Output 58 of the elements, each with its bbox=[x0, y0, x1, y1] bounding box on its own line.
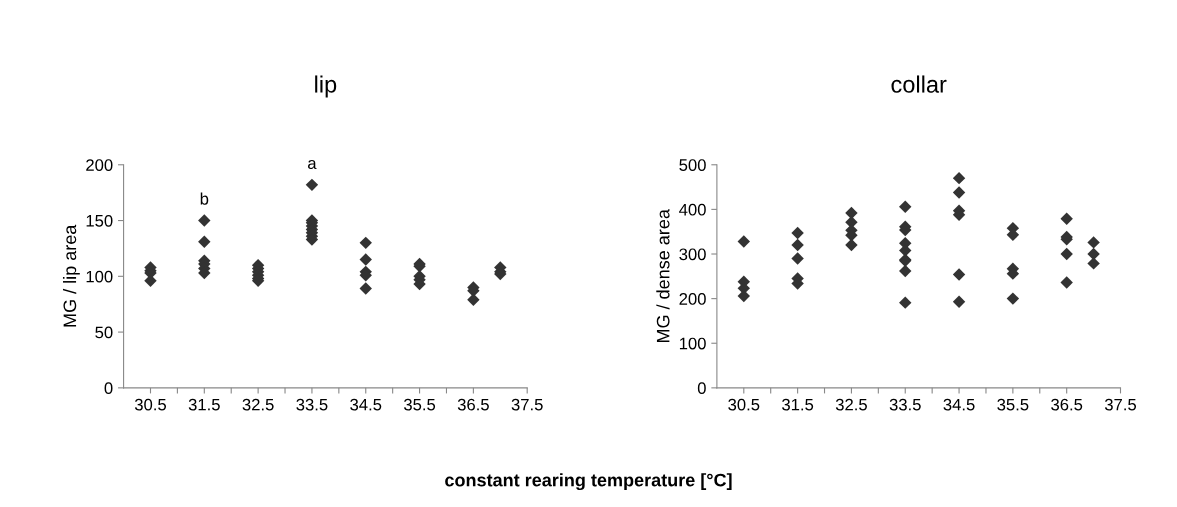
x-tick-label: 36.5 bbox=[1051, 398, 1083, 411]
chart-title: lip bbox=[315, 75, 337, 98]
y-tick-label: 100 bbox=[679, 337, 706, 350]
point bbox=[952, 186, 966, 199]
y-axis-title: MG / dense area bbox=[656, 209, 670, 343]
point bbox=[737, 235, 751, 248]
annotation: a bbox=[308, 159, 317, 170]
y-axis-title: MG / lip area bbox=[62, 224, 80, 327]
point bbox=[359, 253, 372, 266]
x-tick-label: 35.5 bbox=[997, 398, 1029, 411]
point bbox=[899, 264, 912, 278]
point bbox=[791, 226, 804, 240]
point bbox=[899, 296, 912, 309]
point bbox=[305, 178, 319, 192]
point bbox=[198, 235, 211, 248]
text: constant rearing temperature [°C] bbox=[445, 473, 732, 491]
y-tick-label: 200 bbox=[86, 159, 113, 171]
x-tick-label: 37.5 bbox=[1104, 398, 1137, 411]
y-tick-label: 300 bbox=[679, 248, 706, 261]
x-tick-label: 32.5 bbox=[242, 398, 274, 411]
x-tick-label: 30.5 bbox=[134, 398, 167, 411]
y-tick-label: 200 bbox=[679, 293, 706, 305]
x-tick-label: 33.5 bbox=[889, 398, 921, 411]
y-tick-label: 100 bbox=[86, 270, 113, 283]
x-tick-label: 32.5 bbox=[835, 398, 867, 411]
x-tick-label: 30.5 bbox=[728, 398, 760, 411]
point bbox=[1087, 236, 1100, 249]
x-tick-label: 31.5 bbox=[782, 398, 814, 411]
x-tick-label: 34.5 bbox=[943, 398, 975, 411]
x-tick-label: 31.5 bbox=[188, 398, 220, 411]
point bbox=[791, 238, 804, 252]
point bbox=[899, 200, 912, 213]
y-tick-label: 0 bbox=[104, 382, 113, 395]
point bbox=[1006, 292, 1020, 305]
point bbox=[952, 268, 966, 281]
point bbox=[359, 236, 372, 250]
point bbox=[952, 171, 966, 185]
point bbox=[1060, 276, 1073, 289]
point bbox=[791, 252, 804, 265]
chart-title: collar bbox=[891, 75, 947, 93]
annotation: b bbox=[200, 192, 209, 205]
y-tick-label: 0 bbox=[697, 382, 706, 395]
x-tick-label: 35.5 bbox=[403, 398, 436, 411]
point bbox=[1060, 247, 1073, 261]
y-tick-label: 400 bbox=[679, 203, 706, 216]
x-tick-label: 34.5 bbox=[350, 398, 382, 411]
point bbox=[198, 214, 211, 227]
point bbox=[359, 282, 372, 295]
y-tick-label: 50 bbox=[95, 326, 113, 339]
point bbox=[845, 238, 858, 252]
point bbox=[1087, 257, 1100, 270]
x-tick-label: 33.5 bbox=[296, 398, 328, 411]
x-tick-label: 37.5 bbox=[511, 398, 543, 411]
point bbox=[1060, 212, 1073, 225]
y-tick-label: 150 bbox=[86, 214, 113, 227]
point bbox=[952, 295, 966, 308]
y-tick-label: 500 bbox=[679, 159, 706, 171]
x-tick-label: 36.5 bbox=[457, 398, 489, 411]
